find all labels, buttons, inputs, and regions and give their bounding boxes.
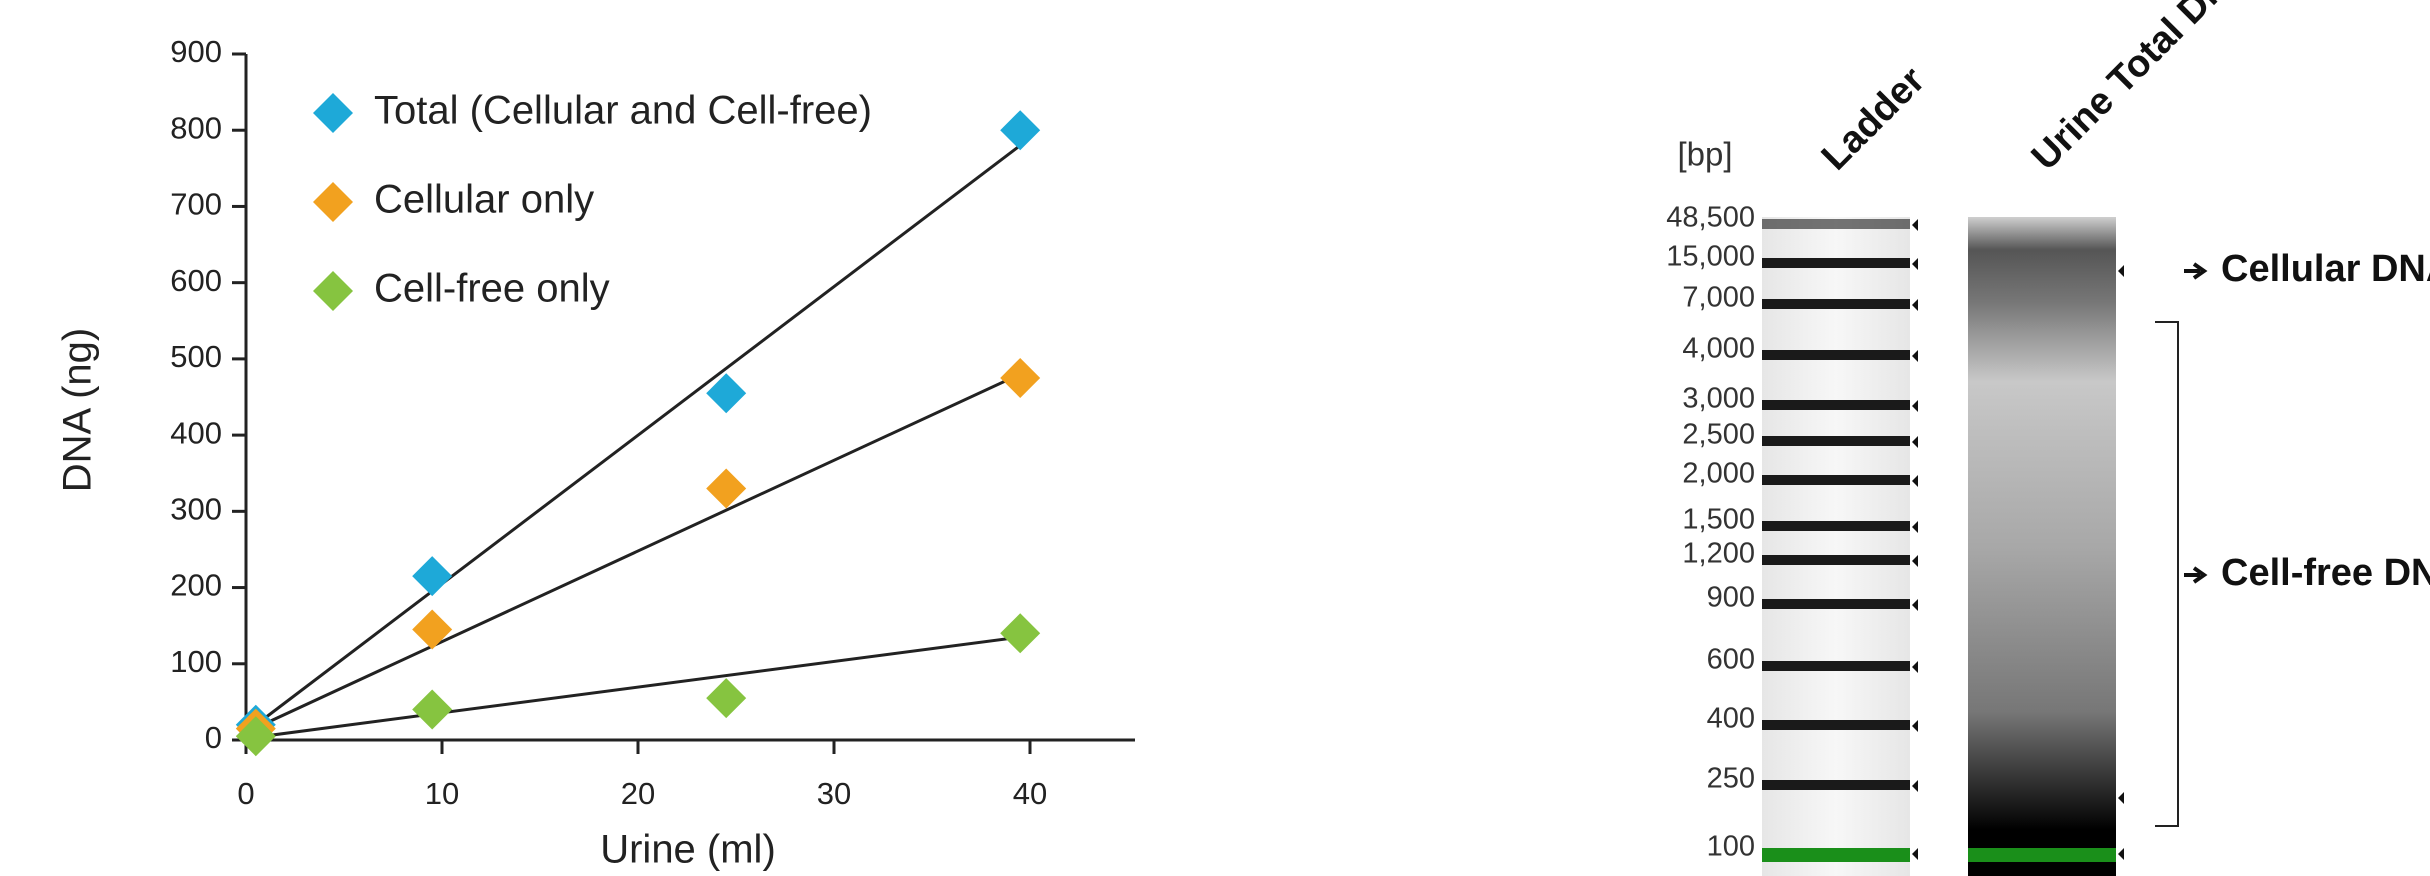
trend-line <box>246 374 1020 732</box>
ladder-band <box>1762 258 1910 268</box>
band-marker <box>1912 400 1918 412</box>
ladder-band <box>1762 661 1910 671</box>
y-tick-label: 400 <box>170 415 222 450</box>
ladder-lane <box>1762 217 1910 876</box>
band-marker <box>1912 475 1918 487</box>
x-tick-label: 40 <box>1013 776 1047 811</box>
point <box>412 556 452 596</box>
trend-line <box>246 145 1020 732</box>
band-marker <box>1912 521 1918 533</box>
annotation: Cell-free DNA <box>2221 552 2430 594</box>
ladder-label: 2,500 <box>1682 419 1755 451</box>
y-tick-label: 200 <box>170 568 222 603</box>
band-marker <box>1912 299 1918 311</box>
lane-label: Ladder <box>1814 59 1933 178</box>
ladder-band <box>1762 350 1910 360</box>
band-marker <box>2118 792 2124 804</box>
figure: Urine (ml) DNA (ng) [bp] 010020030040050… <box>0 0 2430 876</box>
ladder-band <box>1762 848 1910 862</box>
y-tick-label: 900 <box>170 34 222 69</box>
ladder-band <box>1762 436 1910 446</box>
legend-marker <box>313 93 353 133</box>
ladder-label: 1,500 <box>1682 504 1755 536</box>
ladder-label: 7,000 <box>1682 282 1755 314</box>
point <box>1000 358 1040 398</box>
arrow <box>2184 568 2204 582</box>
ladder-label: 15,000 <box>1666 241 1755 273</box>
point <box>412 690 452 730</box>
ladder-label: 100 <box>1707 831 1755 863</box>
band-marker <box>1912 219 1918 231</box>
ladder-label: 4,000 <box>1682 333 1755 365</box>
ladder-label: 600 <box>1707 644 1755 676</box>
annotation: Cellular DNA <box>2221 248 2430 290</box>
band-marker <box>1912 258 1918 270</box>
y-tick-label: 0 <box>205 720 222 755</box>
ladder-band <box>1762 299 1910 309</box>
band-marker <box>1912 350 1918 362</box>
ladder-label: 900 <box>1707 582 1755 614</box>
y-tick-label: 100 <box>170 644 222 679</box>
band-marker <box>1912 555 1918 567</box>
ladder-band <box>1762 521 1910 531</box>
ladder-band <box>1762 400 1910 410</box>
band-marker <box>2118 848 2124 860</box>
sample-lane <box>1968 217 2116 876</box>
legend-label: Cellular only <box>374 178 594 222</box>
x-axis-title: Urine (ml) <box>600 828 776 872</box>
lane-label: Urine Total DNA <box>2024 0 2258 178</box>
point <box>706 678 746 718</box>
sample-green-band <box>1968 848 2116 862</box>
legend-label: Total (Cellular and Cell-free) <box>374 89 872 133</box>
point <box>1000 110 1040 150</box>
band-marker <box>2118 265 2124 277</box>
x-tick-label: 20 <box>621 776 655 811</box>
arrow <box>2184 264 2204 278</box>
point <box>412 609 452 649</box>
ladder-label: 1,200 <box>1682 538 1755 570</box>
point <box>1000 613 1040 653</box>
band-marker <box>1912 661 1918 673</box>
y-tick-label: 600 <box>170 263 222 298</box>
y-tick-label: 800 <box>170 110 222 145</box>
band-marker <box>1912 848 1918 860</box>
bracket <box>2155 322 2178 826</box>
band-marker <box>1912 436 1918 448</box>
y-axis-title: DNA (ng) <box>56 328 100 493</box>
ladder-band <box>1762 720 1910 730</box>
trend-line <box>246 637 1020 738</box>
ladder-label: 400 <box>1707 703 1755 735</box>
y-tick-label: 300 <box>170 492 222 527</box>
legend-marker <box>313 271 353 311</box>
ladder-label: 2,000 <box>1682 458 1755 490</box>
ladder-label: 3,000 <box>1682 383 1755 415</box>
band-marker <box>1912 780 1918 792</box>
x-tick-label: 30 <box>817 776 851 811</box>
legend-label: Cell-free only <box>374 267 610 311</box>
band-marker <box>1912 599 1918 611</box>
unit-label: [bp] <box>1677 136 1732 173</box>
x-tick-label: 0 <box>237 776 254 811</box>
ladder-band <box>1762 780 1910 790</box>
y-tick-label: 700 <box>170 187 222 222</box>
x-tick-label: 10 <box>425 776 459 811</box>
y-tick-label: 500 <box>170 339 222 374</box>
ladder-band <box>1762 555 1910 565</box>
ladder-band <box>1762 599 1910 609</box>
ladder-label: 250 <box>1707 763 1755 795</box>
ladder-band <box>1762 475 1910 485</box>
ladder-band <box>1762 219 1910 229</box>
band-marker <box>1912 720 1918 732</box>
ladder-label: 48,500 <box>1666 202 1755 234</box>
legend-marker <box>313 182 353 222</box>
